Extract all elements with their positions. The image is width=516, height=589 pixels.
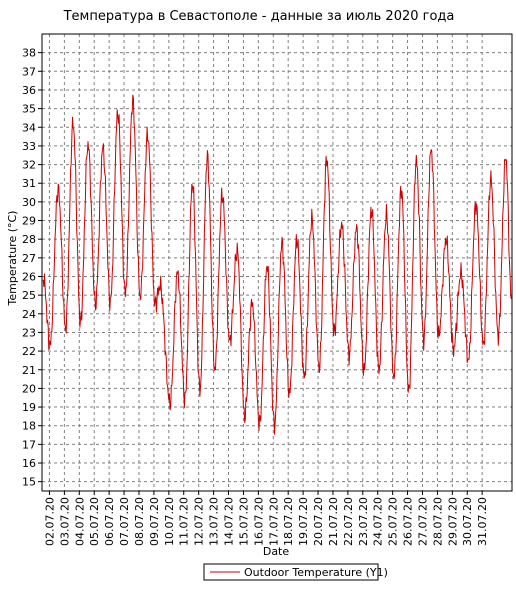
- y-tick-label: 32: [22, 159, 36, 172]
- x-tick-label: 11.07.20: [178, 497, 191, 546]
- y-tick-label: 16: [22, 457, 36, 470]
- y-axis-label: Temperature (°C): [6, 211, 19, 307]
- x-axis-ticks: 02.07.20 03.07.20 04.07.20 05.07.20 06.07.20…: [43, 491, 489, 546]
- x-tick-label: 20.07.20: [312, 497, 325, 546]
- x-tick-label: 21.07.20: [327, 497, 340, 546]
- y-tick-label: 34: [22, 121, 36, 134]
- y-axis-ticks: 15 16 17 18 19 20 21 22 23 24 25 26 27 28 29 30 31 32 33 34…: [22, 47, 42, 489]
- x-tick-label: 22.07.20: [342, 497, 355, 546]
- y-tick-label: 37: [22, 65, 36, 78]
- x-tick-label: 15.07.20: [237, 497, 250, 546]
- y-tick-label: 19: [22, 401, 36, 414]
- y-tick-label: 23: [22, 326, 36, 339]
- grid-lines: [42, 34, 512, 491]
- y-tick-label: 36: [22, 84, 36, 97]
- x-tick-label: 28.07.20: [431, 497, 444, 546]
- y-tick-label: 15: [22, 476, 36, 489]
- x-tick-label: 13.07.20: [208, 497, 221, 546]
- x-tick-label: 10.07.20: [163, 497, 176, 546]
- y-tick-label: 30: [22, 196, 36, 209]
- x-tick-label: 06.07.20: [103, 497, 116, 546]
- x-tick-label: 30.07.20: [461, 497, 474, 546]
- temperature-series-line: [42, 94, 512, 435]
- x-tick-label: 04.07.20: [73, 497, 86, 546]
- y-tick-label: 27: [22, 252, 36, 265]
- x-tick-label: 27.07.20: [416, 497, 429, 546]
- x-tick-label: 18.07.20: [282, 497, 295, 546]
- y-tick-label: 28: [22, 233, 36, 246]
- series-layer: [42, 94, 512, 435]
- x-tick-label: 09.07.20: [148, 497, 161, 546]
- x-tick-label: 05.07.20: [88, 497, 101, 546]
- legend-box: [203, 563, 379, 581]
- legend-entry-label: Outdoor Temperature (Y1): [244, 566, 388, 579]
- x-tick-label: 16.07.20: [252, 497, 265, 546]
- y-tick-label: 35: [22, 103, 36, 116]
- y-tick-label: 31: [22, 177, 36, 190]
- y-tick-label: 33: [22, 140, 36, 153]
- x-tick-label: 08.07.20: [133, 497, 146, 546]
- x-tick-label: 03.07.20: [58, 497, 71, 546]
- x-axis-label: Date: [263, 545, 290, 558]
- x-tick-label: 07.07.20: [118, 497, 131, 546]
- chart-title: Температура в Севастополе - данные за ию…: [63, 9, 455, 24]
- y-tick-label: 21: [22, 364, 36, 377]
- y-tick-label: 20: [22, 382, 36, 395]
- x-tick-label: 29.07.20: [446, 497, 459, 546]
- x-tick-label: 23.07.20: [357, 497, 370, 546]
- x-tick-label: 26.07.20: [402, 497, 415, 546]
- y-tick-label: 17: [22, 438, 36, 451]
- x-tick-label: 14.07.20: [223, 497, 236, 546]
- y-tick-label: 26: [22, 270, 36, 283]
- x-tick-label: 12.07.20: [193, 497, 206, 546]
- y-tick-label: 25: [22, 289, 36, 302]
- y-tick-label: 38: [22, 47, 36, 60]
- x-tick-label: 24.07.20: [372, 497, 385, 546]
- x-tick-label: 19.07.20: [297, 497, 310, 546]
- x-tick-label: 17.07.20: [267, 497, 280, 546]
- y-tick-label: 29: [22, 215, 36, 228]
- y-tick-label: 22: [22, 345, 36, 358]
- x-tick-label: 02.07.20: [43, 497, 56, 546]
- x-tick-label: 31.07.20: [476, 497, 489, 546]
- legend: Outdoor Temperature (Y1): [203, 563, 388, 581]
- x-tick-label: 25.07.20: [387, 497, 400, 546]
- y-tick-label: 24: [22, 308, 36, 321]
- y-tick-label: 18: [22, 420, 36, 433]
- plot-area-frame: [41, 33, 513, 492]
